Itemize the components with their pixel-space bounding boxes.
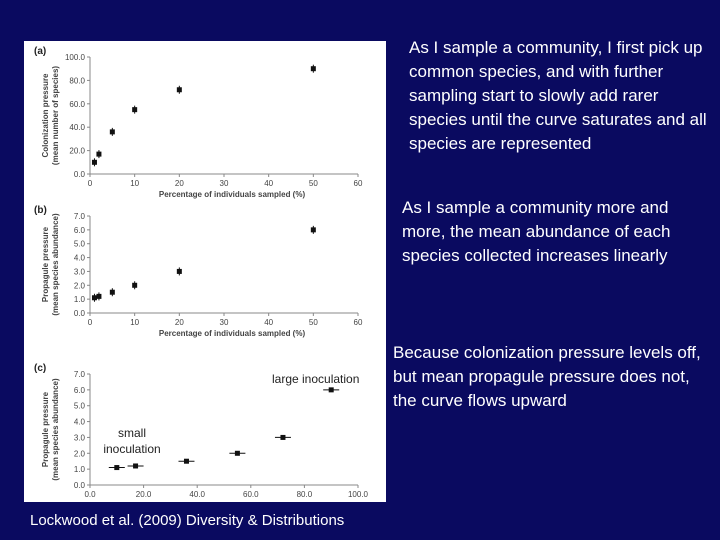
y-tick-label: 7.0 xyxy=(74,212,86,221)
data-point xyxy=(91,159,97,165)
caption-saturation: As I sample a community, I first pick up… xyxy=(409,38,707,153)
data-point xyxy=(310,66,316,72)
data-point xyxy=(132,282,138,288)
y-axis-label-units: (mean species abundance) xyxy=(51,378,60,481)
x-tick-label: 80.0 xyxy=(297,490,313,499)
figure-panel: (a) 0.0 20.0 40.0 60.0 80.0 100.0 0 10 20 30 40 50 60… xyxy=(24,41,386,502)
y-axis-label-units: (mean species abundance) xyxy=(51,213,60,316)
x-tick-label: 0 xyxy=(88,179,93,188)
data-point xyxy=(132,107,138,113)
data-point xyxy=(96,151,102,157)
x-tick-label: 30 xyxy=(220,318,229,327)
x-axis-label: Percentage of individuals sampled (%) xyxy=(159,329,306,338)
y-tick-label: 2.0 xyxy=(74,281,86,290)
data-point xyxy=(234,450,240,456)
annotation-small-line-2: inoculation xyxy=(103,442,160,456)
y-axis-label: Propagule pressure xyxy=(41,391,50,467)
x-tick-label: 60.0 xyxy=(243,490,259,499)
y-tick-label: 100.0 xyxy=(65,53,86,62)
x-tick-label: 40 xyxy=(264,179,273,188)
y-axis-label-units: (mean number of species) xyxy=(51,66,60,165)
y-tick-label: 1.0 xyxy=(74,465,86,474)
y-tick-label: 5.0 xyxy=(74,402,86,411)
data-point xyxy=(109,129,115,135)
x-tick-label: 20 xyxy=(175,318,184,327)
y-tick-label: 0.0 xyxy=(74,170,86,179)
data-point xyxy=(183,458,189,464)
y-tick-label: 4.0 xyxy=(74,418,86,427)
x-tick-label: 100.0 xyxy=(348,490,369,499)
x-tick-label: 10 xyxy=(130,318,139,327)
data-point xyxy=(114,465,120,471)
y-tick-label: 2.0 xyxy=(74,449,86,458)
y-axis-label: Colonization pressure xyxy=(41,73,50,158)
y-tick-label: 6.0 xyxy=(74,226,86,235)
y-tick-label: 40.0 xyxy=(69,123,85,132)
data-point xyxy=(280,434,286,440)
y-tick-label: 3.0 xyxy=(74,267,86,276)
x-tick-label: 50 xyxy=(309,179,318,188)
y-tick-label: 80.0 xyxy=(69,76,85,85)
x-tick-label: 60 xyxy=(354,179,363,188)
x-tick-label: 10 xyxy=(130,179,139,188)
caption-upward: Because colonization pressure levels off… xyxy=(393,343,701,410)
x-tick-label: 30 xyxy=(220,179,229,188)
y-tick-label: 20.0 xyxy=(69,147,85,156)
y-tick-label: 6.0 xyxy=(74,386,86,395)
data-point xyxy=(310,227,316,233)
data-point xyxy=(91,295,97,301)
y-tick-label: 7.0 xyxy=(74,370,86,379)
x-tick-label: 20.0 xyxy=(136,490,152,499)
panel-letter: (c) xyxy=(34,363,46,374)
y-tick-label: 1.0 xyxy=(74,295,86,304)
x-tick-label: 40 xyxy=(264,318,273,327)
y-tick-label: 4.0 xyxy=(74,254,86,263)
y-axis-label: Propagule pressure xyxy=(41,226,50,302)
data-point xyxy=(176,268,182,274)
x-tick-label: 40.0 xyxy=(189,490,205,499)
data-point xyxy=(328,387,334,393)
x-tick-label: 50 xyxy=(309,318,318,327)
y-tick-label: 0.0 xyxy=(74,481,86,490)
data-point xyxy=(96,293,102,299)
y-tick-label: 3.0 xyxy=(74,433,86,442)
panel-letter: (b) xyxy=(34,205,47,216)
x-tick-label: 20 xyxy=(175,179,184,188)
data-point xyxy=(133,463,139,469)
y-tick-label: 60.0 xyxy=(69,100,85,109)
x-tick-label: 0 xyxy=(88,318,93,327)
data-point xyxy=(176,87,182,93)
x-tick-label: 0.0 xyxy=(84,490,96,499)
citation: Lockwood et al. (2009) Diversity & Distr… xyxy=(30,512,345,529)
x-axis-label: Colonization pressure (mean number of sp… xyxy=(139,501,325,502)
annotation-small-line-1: small xyxy=(118,426,146,440)
y-tick-label: 5.0 xyxy=(74,240,86,249)
annotation-large-inoculation: large inoculation xyxy=(272,372,359,386)
panel-letter: (a) xyxy=(34,46,46,57)
x-tick-label: 60 xyxy=(354,318,363,327)
x-axis-label: Percentage of individuals sampled (%) xyxy=(159,190,306,199)
caption-linear: As I sample a community more and more, t… xyxy=(402,198,671,265)
y-tick-label: 0.0 xyxy=(74,309,86,318)
data-point xyxy=(109,289,115,295)
